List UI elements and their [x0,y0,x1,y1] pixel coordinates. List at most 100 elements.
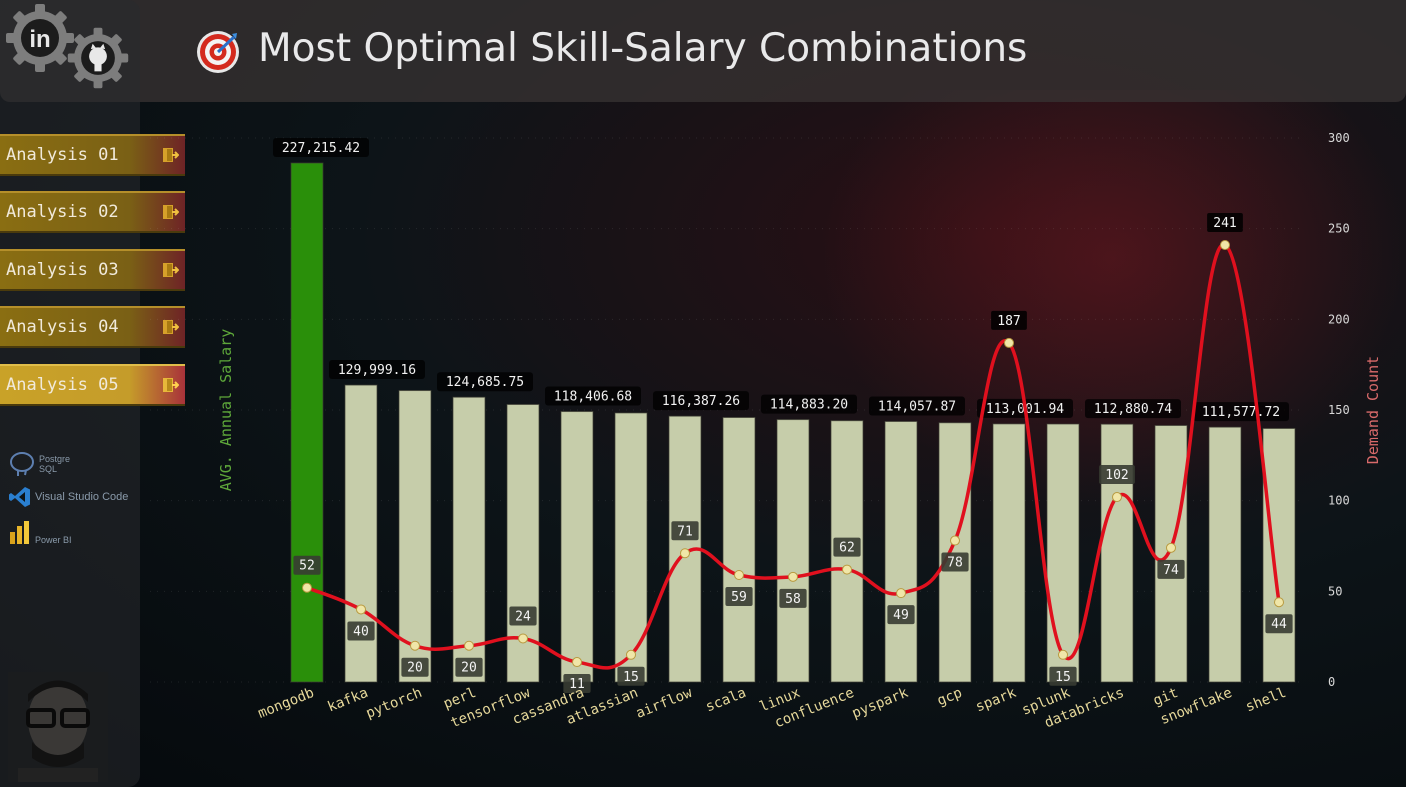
svg-text:20: 20 [407,661,423,676]
nav-label: Analysis 05 [6,375,119,395]
svg-text:118,406.68: 118,406.68 [554,390,632,405]
bar-value-label: 114,883.20 [761,394,857,414]
demand-value-label: 58 [779,588,807,608]
svg-text:111,577.72: 111,577.72 [1202,405,1280,420]
tool-postgresql: Postgre SQL [8,450,73,478]
svg-text:11: 11 [569,677,585,692]
bar-labels: 227,215.42 129,999.16 124,685.75 118,406.68… [273,138,1289,422]
target-icon [197,31,239,73]
tool-label: Visual Studio Code [35,491,129,503]
bar-snowflake [1208,426,1242,683]
bar-gcp [938,422,972,683]
svg-text:49: 49 [893,608,909,623]
bar-shell [1262,427,1296,683]
category-label: airflow [634,685,695,722]
bar-value-label: 114,057.87 [869,396,965,416]
tool-label: Power BI [35,535,72,545]
nav-analysis-01[interactable]: Analysis 01 [0,134,185,176]
bar-cassandra [560,411,594,683]
demand-marker [356,604,366,615]
demand-marker [464,640,474,651]
y-right-tick: 300 [1328,131,1350,145]
svg-text:102: 102 [1105,468,1128,483]
svg-text:44: 44 [1271,617,1287,632]
demand-value-label: 59 [725,587,753,607]
svg-text:40: 40 [353,624,369,639]
svg-text:129,999.16: 129,999.16 [338,363,416,378]
bar-value-label: 112,880.74 [1085,399,1181,419]
line-labels: 52 40 20 20 24 11 15 71 59 58 62 49 78 187 15 102 74 241 4… [293,212,1293,694]
demand-marker [1112,492,1122,503]
demand-value-label: 20 [455,657,483,677]
nav-analysis-04[interactable]: Analysis 04 [0,306,185,348]
exit-icon [155,193,185,231]
svg-text:74: 74 [1163,563,1179,578]
nav-label: Analysis 01 [6,145,119,165]
svg-text:187: 187 [997,314,1020,329]
demand-value-label: 187 [991,310,1027,330]
nav-analysis-05[interactable]: Analysis 05 [0,364,185,406]
bar-splunk [1046,423,1080,683]
bar-value-label: 124,685.75 [437,372,533,392]
bar-git [1154,424,1188,683]
exit-icon [155,308,185,346]
svg-text:241: 241 [1213,216,1236,231]
demand-value-label: 71 [671,521,699,541]
demand-value-label: 15 [617,666,645,686]
demand-value-label: 102 [1099,465,1135,485]
bar-value-label: 116,387.26 [653,391,749,411]
page-title: Most Optimal Skill-Salary Combinations [258,26,1028,71]
demand-marker [1166,542,1176,553]
svg-text:52: 52 [299,559,315,574]
category-label: scala [703,685,748,716]
bar-pytorch [398,390,432,683]
bar-value-label: 227,215.42 [273,138,369,157]
y-right-tick: 200 [1328,312,1350,326]
demand-marker [572,657,582,668]
demand-value-label: 49 [887,605,915,625]
category-label: pyspark [850,685,911,722]
demand-value-label: 241 [1207,212,1243,232]
svg-text:15: 15 [1055,670,1071,685]
demand-marker [950,535,960,546]
bar-scala [722,416,756,683]
y-right-axis-title: Demand Count [1364,356,1382,464]
svg-text:71: 71 [677,524,693,539]
svg-text:78: 78 [947,556,963,571]
nav-label: Analysis 02 [6,202,119,222]
nav-label: Analysis 03 [6,260,119,280]
demand-marker [1220,239,1230,250]
demand-value-label: 40 [347,621,375,641]
tool-label: Postgre SQL [39,454,71,474]
nav-analysis-03[interactable]: Analysis 03 [0,249,185,291]
bar-pyspark [884,420,918,683]
demand-value-label: 44 [1265,614,1293,634]
demand-marker [842,564,852,575]
linkedin-icon[interactable]: in [4,2,76,74]
demand-marker [302,582,312,593]
demand-marker [1004,337,1014,348]
powerbi-icon [10,521,29,544]
github-icon[interactable] [66,26,130,90]
svg-text:116,387.26: 116,387.26 [662,394,740,409]
category-label: pytorch [364,685,425,722]
nav-analysis-02[interactable]: Analysis 02 [0,191,185,233]
demand-value-label: 24 [509,606,537,626]
demand-marker [788,571,798,582]
demand-marker [410,640,420,651]
svg-text:20: 20 [461,661,477,676]
category-label: spark [973,685,1019,716]
postgresql-icon [10,452,34,476]
y-right-tick: 100 [1328,494,1350,508]
category-label: kafka [325,685,370,716]
nav-label: Analysis 04 [6,317,119,337]
y-right-tick: 0 [1328,675,1335,689]
demand-marker [734,570,744,581]
bar-spark [992,423,1026,683]
bar-perl [452,396,486,683]
svg-text:114,883.20: 114,883.20 [770,398,848,413]
bar-linux [776,419,810,683]
category-label: mongodb [256,685,317,722]
